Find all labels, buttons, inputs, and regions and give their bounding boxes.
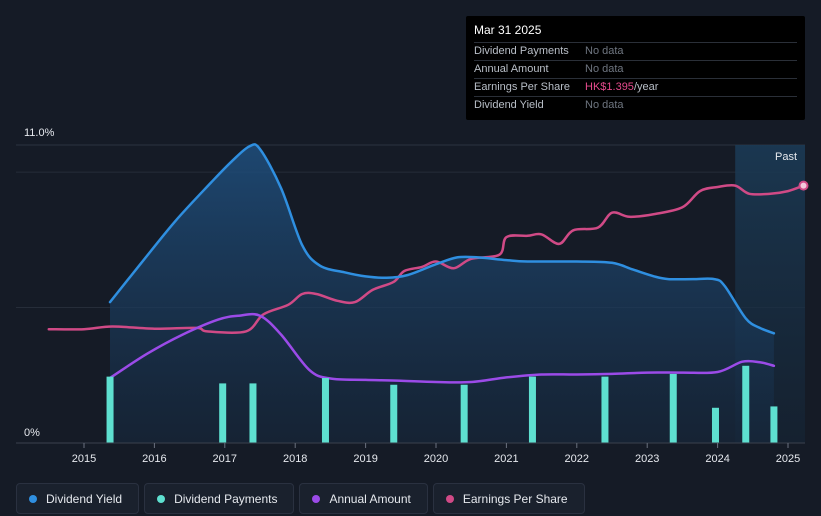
tooltip-date: Mar 31 2025: [474, 23, 542, 37]
legend: Dividend Yield Dividend Payments Annual …: [16, 483, 585, 514]
tooltip-value: No data: [585, 99, 624, 111]
tooltip-value: No data: [585, 63, 624, 75]
legend-dividend-yield[interactable]: Dividend Yield: [16, 483, 140, 514]
y-axis-top-label: 11.0%: [24, 127, 55, 139]
eps-amount: HK$1.395: [585, 81, 634, 93]
legend-label: Earnings Per Share: [462, 491, 568, 506]
x-axis: 2015 2016 2017 2018 2019 2020 2021 2022 2023 2024…: [16, 442, 805, 465]
past-label: Past: [775, 151, 797, 163]
dividend-payment-bar: [219, 383, 227, 443]
dividend-payment-bar: [249, 383, 257, 443]
tooltip-value-eps: HK$1.395/year: [585, 79, 658, 96]
tooltip-row-dividend-yield: Dividend Yield No data: [474, 96, 797, 114]
legend-dot-icon: [29, 494, 37, 503]
y-axis-bottom-label: 0%: [24, 427, 40, 439]
dividend-payment-bar: [390, 384, 398, 443]
x-tick-label: 2015: [72, 453, 96, 465]
dividend-yield-area: [110, 144, 774, 443]
tooltip-row-annual-amount: Annual Amount No data: [474, 60, 797, 78]
x-tick-label: 2023: [635, 453, 659, 465]
x-tick-label: 2022: [565, 453, 589, 465]
dividend-payment-bar: [711, 407, 719, 443]
x-tick-label: 2017: [213, 453, 237, 465]
legend-dot-icon: [312, 494, 321, 503]
tooltip: Mar 31 2025 Dividend Payments No data An…: [466, 16, 805, 120]
legend-dot-icon: [445, 494, 454, 503]
dividend-payment-bars: [106, 365, 778, 443]
tooltip-label: Earnings Per Share: [474, 81, 570, 93]
tooltip-label: Annual Amount: [474, 63, 549, 75]
tooltip-row-earnings-per-share: Earnings Per Share HK$1.395/year: [474, 78, 797, 96]
tooltip-row-dividend-payments: Dividend Payments No data: [474, 42, 797, 60]
tooltip-value: No data: [585, 45, 624, 57]
legend-dividend-payments[interactable]: Dividend Payments: [144, 483, 295, 514]
legend-label: Annual Amount: [329, 491, 411, 506]
legend-dot-icon: [157, 494, 166, 503]
x-tick-label: 2019: [353, 453, 377, 465]
x-tick-label: 2024: [705, 453, 729, 465]
tooltip-label: Dividend Yield: [474, 99, 544, 111]
legend-label: Dividend Yield: [46, 491, 123, 506]
dividend-payment-bar: [321, 377, 329, 443]
legend-label: Dividend Payments: [174, 491, 278, 506]
dividend-payment-bar: [460, 384, 468, 443]
dividend-yield-line: [108, 143, 776, 335]
x-tick-label: 2021: [494, 453, 518, 465]
x-tick-label: 2016: [142, 453, 166, 465]
dividend-payment-bar: [528, 376, 536, 443]
tooltip-label: Dividend Payments: [474, 45, 569, 57]
dividend-payment-bar: [601, 376, 609, 443]
x-tick-label: 2020: [424, 453, 448, 465]
earnings-per-share-line: [47, 183, 805, 335]
dividend-payment-bar: [669, 373, 677, 443]
dividend-payment-bar: [770, 406, 778, 443]
eps-endpoint-marker: [798, 180, 809, 191]
x-tick-label: 2018: [283, 453, 307, 465]
x-tick-label: 2025: [776, 453, 800, 465]
dividend-payment-bar: [106, 376, 114, 443]
eps-unit: /year: [633, 81, 659, 93]
legend-earnings-per-share[interactable]: Earnings Per Share: [432, 483, 585, 514]
dividend-payment-bar: [742, 365, 750, 443]
series-layer: [47, 143, 809, 443]
annual-amount-line: [108, 312, 776, 384]
legend-annual-amount[interactable]: Annual Amount: [299, 483, 428, 514]
